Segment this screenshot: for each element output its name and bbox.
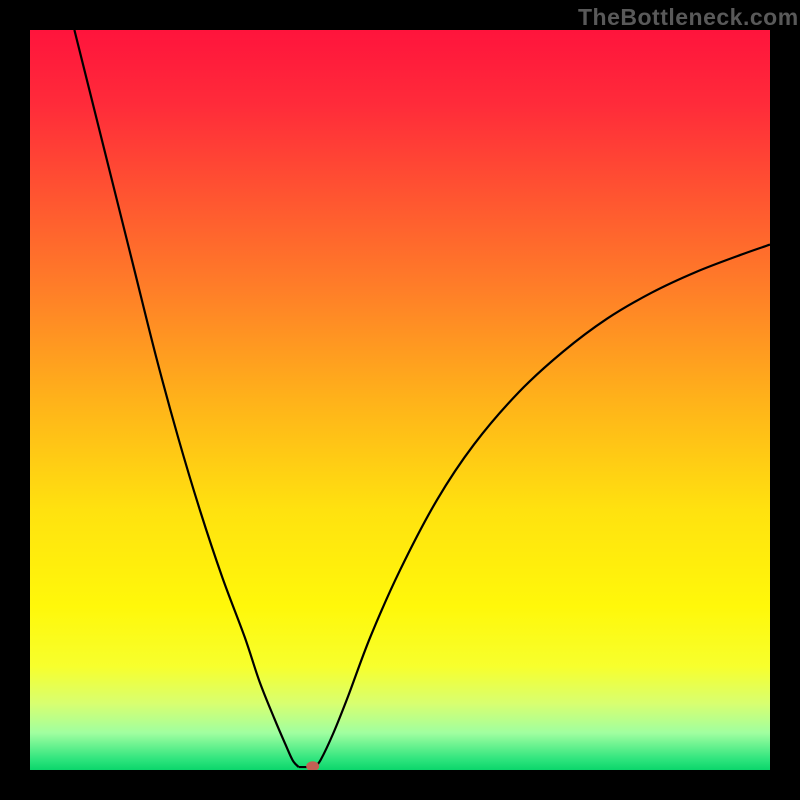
bottleneck-chart [0, 0, 800, 800]
bottleneck-marker [307, 762, 319, 771]
chart-background-gradient [30, 30, 770, 770]
watermark-text: TheBottleneck.com [578, 4, 799, 31]
